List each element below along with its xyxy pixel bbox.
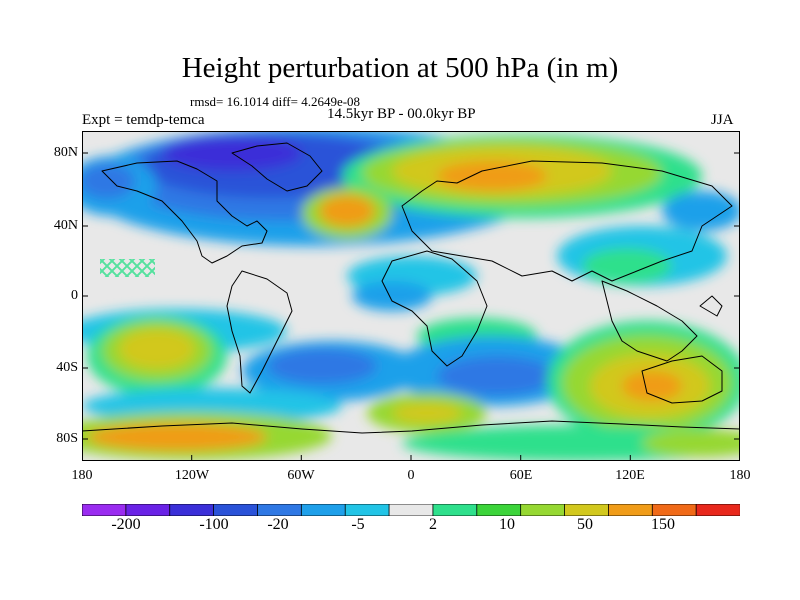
- map-title: Height perturbation at 500 hPa (in m): [181, 52, 619, 84]
- lat-tick-label: 80N: [53, 145, 78, 160]
- colorbar-tick-label: -20: [267, 516, 289, 533]
- colorbar-swatch: [651, 504, 697, 516]
- colorbar-swatch: [476, 504, 522, 516]
- colorbar-swatch: [520, 504, 566, 516]
- lat-tick-label: 40N: [53, 218, 78, 233]
- period-label: 14.5kyr BP - 00.0kyr BP: [327, 106, 476, 122]
- colorbar-swatch: [82, 504, 127, 516]
- colorbar: [82, 504, 740, 516]
- season-label: JJA: [711, 112, 734, 128]
- coastlines: [82, 142, 740, 434]
- colorbar-tick-label: 10: [499, 516, 515, 533]
- lon-tick-label: 0: [407, 468, 415, 483]
- colorbar-swatch: [432, 504, 478, 516]
- colorbar-tick-label: -5: [351, 516, 365, 533]
- lat-tick-label: 80S: [56, 431, 78, 446]
- lon-tick-label: 60E: [509, 468, 533, 483]
- colorbar-swatch: [388, 504, 434, 516]
- axis-ticks: [82, 152, 740, 461]
- colorbar-tick-label: -200: [111, 516, 141, 533]
- colorbar-tick-label: 2: [429, 516, 437, 533]
- colorbar-tick-label: 150: [651, 516, 675, 533]
- colorbar-swatch: [608, 504, 653, 516]
- lon-tick-label: 120W: [174, 468, 210, 483]
- colorbar-tick-label: 50: [577, 516, 593, 533]
- colorbar-swatch: [300, 504, 346, 516]
- colorbar-swatch: [213, 504, 259, 516]
- lat-tick-label: 0: [71, 288, 78, 303]
- lon-tick-label: 180: [71, 468, 93, 483]
- colorbar-tick-label: -100: [199, 516, 229, 533]
- lon-tick-label: 60W: [287, 468, 315, 483]
- colorbar-swatch: [344, 504, 390, 516]
- height-perturbation-field: [82, 131, 740, 461]
- stats-label: rmsd= 16.1014 diff= 4.2649e-08: [190, 94, 361, 109]
- map-panel: [82, 131, 740, 461]
- colorbar-swatch: [257, 504, 303, 516]
- colorbar-swatch: [695, 504, 740, 516]
- experiment-label: Expt = temdp-temca: [82, 112, 205, 128]
- colorbar-swatch: [125, 504, 171, 516]
- colorbar-swatch: [169, 504, 215, 516]
- colorbar-swatch: [564, 504, 610, 516]
- lat-tick-label: 40S: [56, 360, 78, 375]
- lon-tick-label: 180: [729, 468, 751, 483]
- lon-tick-label: 120E: [615, 468, 645, 483]
